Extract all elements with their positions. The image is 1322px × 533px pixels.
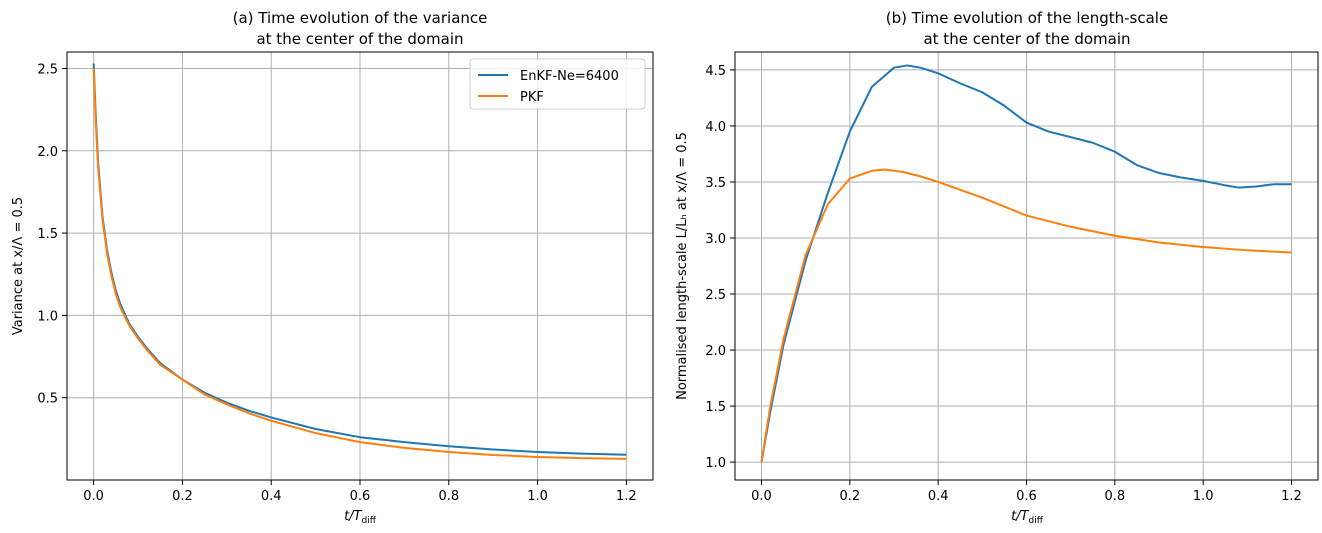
y-tick-label: 2.0 — [705, 344, 726, 359]
y-tick-label: 4.0 — [705, 120, 726, 135]
x-tick-label: 0.0 — [83, 489, 104, 504]
y-tick-label: 2.0 — [37, 145, 58, 160]
y-tick-label: 4.5 — [705, 64, 726, 79]
panel-a-variance: (a) Time evolution of the variance at th… — [11, 9, 654, 526]
legend-label-enkf: EnKF-Ne=6400 — [520, 69, 619, 84]
x-tick-label: 0.8 — [438, 489, 459, 504]
series-line-enkf — [760, 64, 1292, 463]
panel-a-grid — [67, 52, 653, 480]
y-tick-label: 1.5 — [705, 400, 726, 415]
panel-a-title-line2: at the center of the domain — [256, 30, 463, 48]
x-tick-label: 1.2 — [616, 489, 637, 504]
panel-a-title-line1: (a) Time evolution of the variance — [233, 9, 488, 27]
x-tick-label: 0.4 — [261, 489, 282, 504]
panel-a-legend: EnKF-Ne=6400 PKF — [469, 58, 646, 110]
panel-a-ylabel: Variance at x/Λ = 0.5 — [11, 197, 26, 335]
x-tick-label: 0.4 — [928, 489, 949, 504]
x-tick-label: 1.0 — [527, 489, 548, 504]
y-tick-label: 0.5 — [37, 392, 58, 407]
panel-b-length-scale: (b) Time evolution of the length-scale a… — [675, 9, 1319, 526]
y-tick-label: 2.5 — [37, 62, 58, 77]
x-tick-label: 0.8 — [1104, 489, 1125, 504]
legend-label-pkf: PKF — [520, 90, 544, 105]
panel-b-grid — [735, 52, 1318, 480]
panel-b-title-line2: at the center of the domain — [923, 30, 1130, 48]
x-tick-label: 0.0 — [751, 489, 772, 504]
y-tick-label: 1.0 — [37, 309, 58, 324]
panel-a-ticks: 0.0 0.2 0.4 0.6 0.8 1.0 1.2 0.5 1.0 1.5 2.0 2.5 — [37, 62, 636, 504]
series-line-pkf — [760, 168, 1292, 463]
y-tick-label: 2.5 — [705, 288, 726, 303]
panel-b-xlabel: t/Tdiff — [1011, 509, 1044, 526]
panel-b-ylabel: Normalised length-scale L/Lₕ at x/Λ = 0.… — [675, 132, 690, 400]
y-tick-label: 1.5 — [37, 227, 58, 242]
panel-a-xlabel: t/Tdiff — [344, 509, 377, 526]
x-tick-label: 0.2 — [172, 489, 193, 504]
series-line-pkf — [92, 68, 627, 460]
panel-b-title-line1: (b) Time evolution of the length-scale — [886, 9, 1168, 27]
x-tick-label: 0.2 — [839, 489, 860, 504]
y-tick-label: 1.0 — [705, 456, 726, 471]
panel-b-series — [760, 64, 1292, 463]
x-tick-label: 0.6 — [1016, 489, 1037, 504]
x-tick-label: 1.0 — [1193, 489, 1214, 504]
legend-box — [469, 58, 646, 110]
x-tick-label: 1.2 — [1281, 489, 1302, 504]
y-tick-label: 3.0 — [705, 232, 726, 247]
panel-a-series — [92, 63, 627, 460]
y-tick-label: 3.5 — [705, 176, 726, 191]
panel-b-ticks: 0.0 0.2 0.4 0.6 0.8 1.0 1.2 1.0 1.5 2.0 2.5 3.0 3.5 4… — [705, 64, 1302, 504]
x-tick-label: 0.6 — [350, 489, 371, 504]
